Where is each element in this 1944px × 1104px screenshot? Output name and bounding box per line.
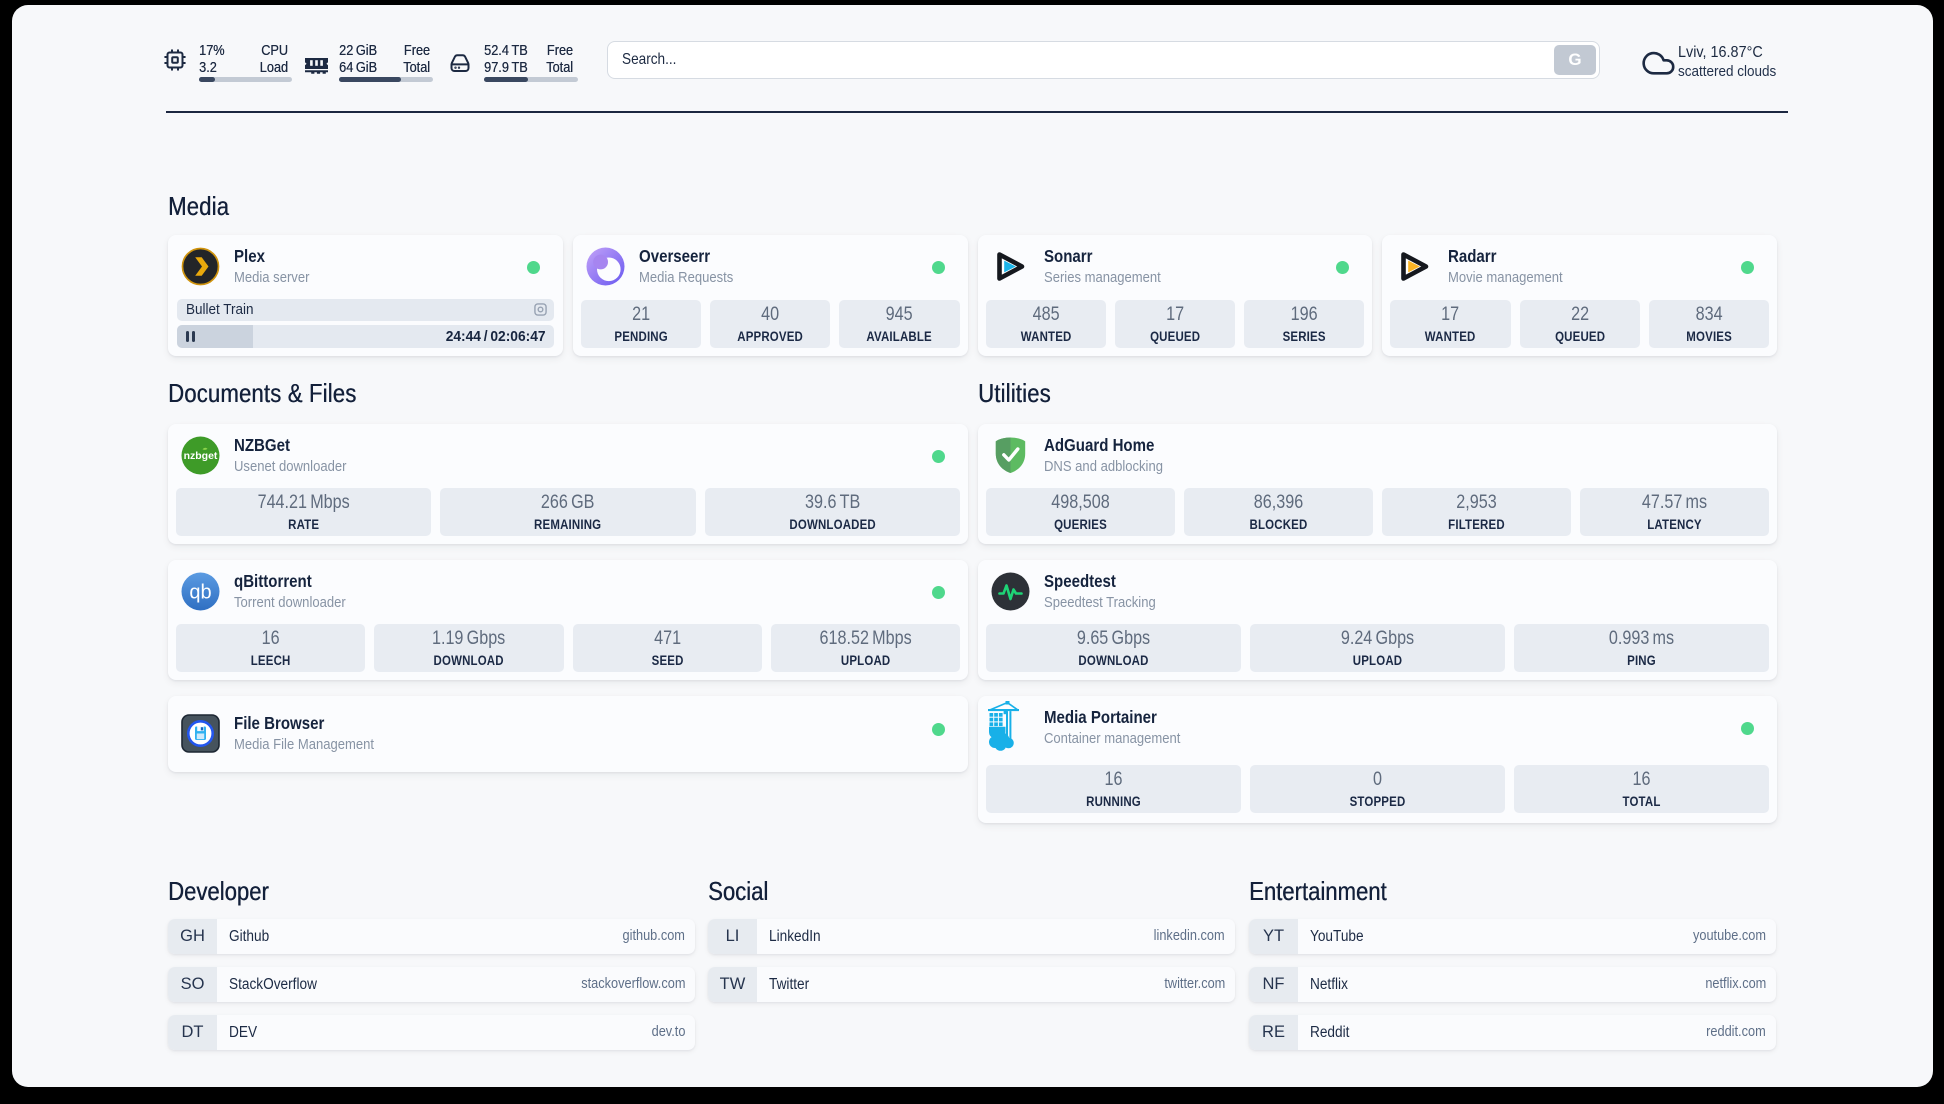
svg-text:qb: qb [189,582,211,604]
svg-text:nzbget: nzbget [184,450,218,462]
